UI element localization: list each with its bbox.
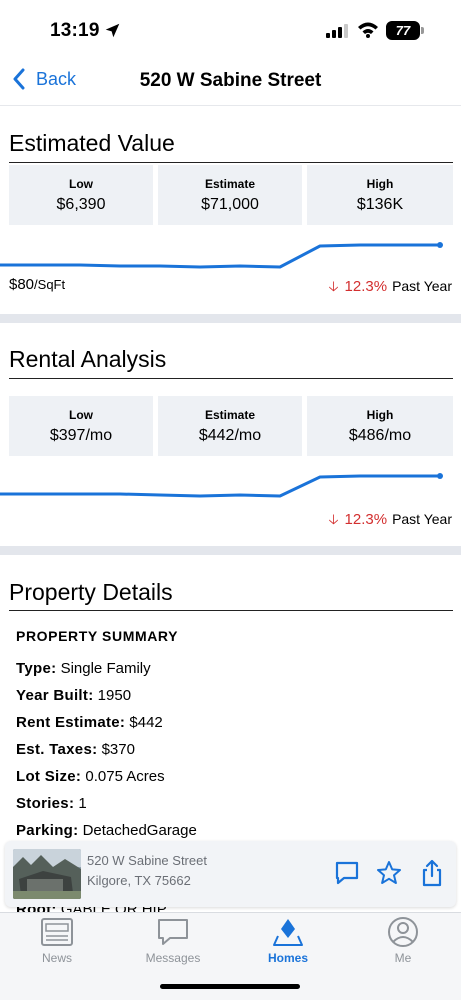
value-trend-endpoint [437,242,443,248]
value-high-amount: $136K [356,196,404,213]
newspaper-icon [41,918,73,946]
rent-estimate-amount: $442/mo [198,427,262,444]
tab-messages-label: Messages [145,951,201,965]
value-low-label: Low [69,177,93,191]
detail-row-lot-size: Lot Size: 0.075 Acres [16,768,165,785]
star-icon[interactable] [375,859,403,887]
detail-label: Rent Estimate: [16,714,126,731]
tab-me[interactable]: Me [363,916,443,965]
arrow-down-icon: 🡣 [328,511,339,527]
property-card-street: 520 W Sabine Street [87,853,207,868]
value-low-amount: $6,390 [56,196,106,213]
rent-change-pct: 12.3% [344,511,388,528]
value-change-pct: 12.3% [344,278,388,295]
detail-value: $442 [129,714,163,731]
detail-value: 1 [78,795,87,812]
detail-value: $370 [101,741,135,758]
detail-value: 0.075 Acres [85,768,165,785]
value-trend-chart [0,242,443,269]
detail-row-rent-estimate: Rent Estimate: $442 [16,714,163,731]
home-indicator [160,984,300,989]
value-low-box: Low $6,390 [9,165,153,225]
property-card[interactable]: 520 W Sabine Street Kilgore, TX 75662 [5,841,456,907]
property-card-city: Kilgore, TX 75662 [87,873,191,888]
map-pin-icon [273,919,303,946]
section-rule [9,610,453,611]
tab-me-label: Me [394,951,412,965]
detail-row-type: Type: Single Family [16,660,151,677]
section-divider [0,314,461,323]
arrow-down-icon: 🡣 [328,278,339,294]
section-rule [9,378,453,379]
speech-bubble-icon [158,919,188,945]
value-change: 🡣 12.3% Past Year [328,276,452,300]
detail-label: Year Built: [16,687,94,704]
tab-homes-label: Homes [267,951,308,965]
value-estimate-label: Estimate [204,177,256,191]
rent-high-amount: $486/mo [348,427,412,444]
rent-trend-line [0,474,440,498]
detail-value: Single Family [60,660,151,677]
rent-low-amount: $397/mo [49,427,113,444]
detail-label: Type: [16,660,57,677]
detail-label: Lot Size: [16,768,82,785]
location-arrow-icon [105,23,120,38]
detail-value: 1950 [97,687,132,704]
tab-news[interactable]: News [17,916,97,965]
cellular-signal-icon [326,24,348,38]
value-high-box: High $136K [307,165,453,225]
status-bar: 13:19 77 [0,0,461,58]
detail-row-parking: Parking: DetachedGarage [16,822,197,839]
tab-news-label: News [41,951,72,965]
detail-label: Est. Taxes: [16,741,98,758]
wifi-icon [358,22,378,38]
tab-messages[interactable]: Messages [133,916,213,965]
property-photo [13,849,81,899]
chevron-left-icon [13,68,25,90]
rent-high-label: High [366,408,394,422]
rent-trend-endpoint [437,473,443,479]
price-per-sqft-value: $80 [9,276,35,293]
rent-trend-chart [0,473,443,498]
value-high-label: High [366,177,394,191]
detail-row-est-taxes: Est. Taxes: $370 [16,741,135,758]
detail-row-stories: Stories: 1 [16,795,87,812]
share-icon[interactable] [418,859,446,887]
battery-icon: 77 [386,21,424,40]
rent-low-label: Low [69,408,93,422]
rent-high-box: High $486/mo [307,396,453,456]
rent-low-box: Low $397/mo [9,396,153,456]
value-trend-line [0,243,440,269]
back-button[interactable]: Back [12,68,76,90]
message-icon[interactable] [333,859,361,887]
detail-row-year-built: Year Built: 1950 [16,687,131,704]
tab-homes[interactable]: Homes [248,916,328,965]
price-per-sqft-unit: /SqFt [34,277,66,292]
page-title: 520 W Sabine Street [139,70,322,91]
value-estimate-amount: $71,000 [201,196,259,213]
rent-change-period: Past Year [392,511,452,527]
value-change-period: Past Year [392,278,452,294]
property-summary-heading: PROPERTY SUMMARY [16,628,179,644]
back-button-label: Back [36,68,77,89]
detail-value: DetachedGarage [82,822,197,839]
rent-estimate-box: Estimate $442/mo [158,396,302,456]
section-rule [9,162,453,163]
rent-estimate-label: Estimate [204,408,256,422]
detail-label: Stories: [16,795,75,812]
status-time: 13:19 [50,20,100,41]
battery-level: 77 [395,23,411,38]
price-per-sqft: $80/SqFt [9,276,65,293]
navigation-bar: Back 520 W Sabine Street [0,58,461,106]
detail-label: Parking: [16,822,79,839]
rental-analysis-title: Rental Analysis [9,346,167,372]
section-divider [0,546,461,555]
rent-change: 🡣 12.3% Past Year [328,509,452,533]
person-circle-icon [388,917,418,947]
value-estimate-box: Estimate $71,000 [158,165,302,225]
property-details-title: Property Details [9,579,173,605]
estimated-value-title: Estimated Value [9,130,175,156]
